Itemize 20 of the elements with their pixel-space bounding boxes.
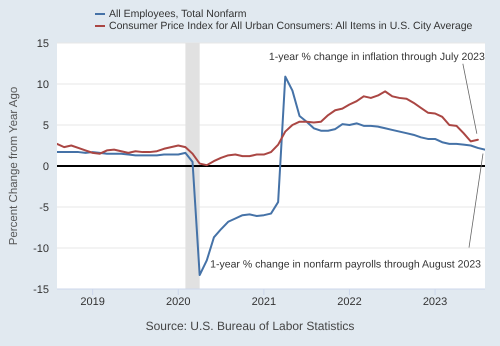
line-series (57, 76, 485, 276)
legend-label: All Employees, Total Nonfarm (109, 8, 247, 20)
line-series (57, 90, 479, 166)
y-tick-label: -5 (39, 202, 49, 214)
annotation: 1-year % change in inflation through July 2023 (268, 50, 486, 63)
x-tick-label: 2020 (166, 296, 191, 308)
x-tick-label: 2019 (80, 296, 105, 308)
y-axis-title: Percent Change from Year Ago (8, 86, 20, 246)
x-tick-label: 2023 (422, 296, 448, 308)
x-tick-label: 2021 (252, 296, 276, 308)
y-tick-label: 15 (36, 38, 49, 50)
y-tick-label: -10 (33, 242, 49, 255)
y-tick-label: 0 (42, 160, 49, 173)
y-tick-label: -15 (33, 284, 49, 296)
source-note: Source: U.S. Bureau of Labor Statistics (144, 319, 356, 333)
y-tick-label: 10 (36, 78, 49, 91)
annotation: 1-year % change in nonfarm payrolls through August 2023 (210, 258, 482, 271)
legend-label: Consumer Price Index for All Urban Consumers: All Items in U.S. City Average (109, 20, 472, 32)
y-tick-label: 5 (42, 120, 49, 132)
x-tick-label: 2022 (337, 296, 362, 308)
